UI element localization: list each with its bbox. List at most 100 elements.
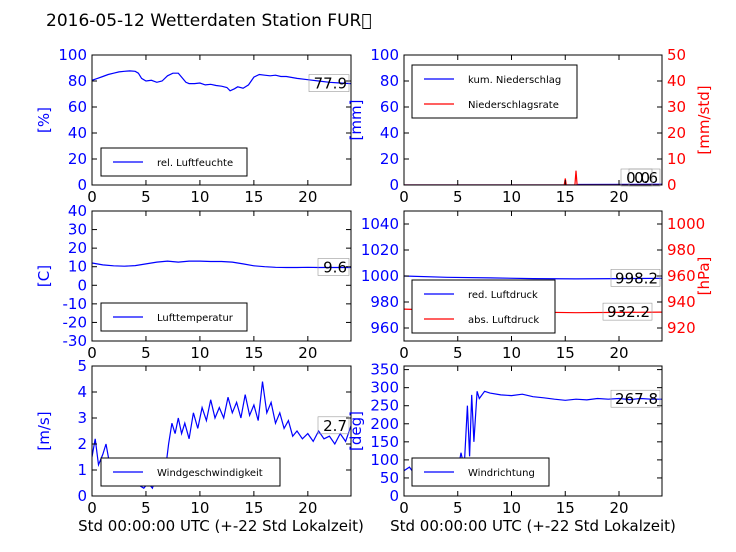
x-tick-label: 15	[244, 499, 263, 517]
x-tick-label: 5	[141, 188, 151, 206]
y-tick-label: 80	[380, 72, 399, 90]
x-tick-label: 0	[399, 344, 409, 362]
value-label-box	[602, 302, 653, 321]
last-value-label: 267.8	[615, 390, 658, 408]
y-tick-label: 1000	[361, 267, 399, 285]
x-tick-label: 15	[556, 188, 575, 206]
x-tick-label: 20	[609, 188, 628, 206]
x-tick-label: 0	[87, 188, 97, 206]
x-tick-label: 5	[141, 499, 151, 517]
legend-entry: abs. Luftdruck	[468, 315, 539, 326]
figure-title: 2016-05-12 Wetterdaten Station FUR 	[46, 11, 372, 31]
y-tick-label: 2	[77, 435, 87, 453]
plot-frame	[403, 54, 663, 186]
x-tick-label: 10	[502, 188, 521, 206]
x-tick-label: 5	[453, 344, 463, 362]
chart-panel-winddir: 0 5 10 15 20050100150200250300350[deg]267.8W…	[347, 361, 663, 517]
y-tick-label: 350	[370, 361, 399, 379]
y-axis-label: [mm]	[347, 100, 365, 141]
legend-entry: Niederschlagsrate	[468, 100, 559, 111]
y-tick-label: 0	[389, 487, 399, 505]
y-tick-label: 100	[58, 46, 87, 64]
legend-box	[411, 64, 578, 119]
x-tick-label: 10	[190, 188, 209, 206]
y2-axis-label: [mm/std]	[695, 85, 713, 154]
x-tick-label: 20	[298, 499, 317, 517]
chart-panel-humidity: 0 5 10 15 20 0 20 40 60 80 100 [%] 77.9 rel. Luftfeuc…	[35, 46, 352, 206]
plot-frame	[91, 210, 352, 342]
y-tick-label: 50	[380, 469, 399, 487]
x-tick-label: 20	[298, 344, 317, 362]
y2-tick-label: 30	[667, 98, 686, 116]
y-axis-label: [m/s]	[35, 411, 53, 450]
y-tick-label: 100	[370, 451, 399, 469]
y-tick-label: -10	[63, 295, 88, 313]
y2-tick-label: 10	[667, 150, 686, 168]
y2-tick-label: 0	[667, 176, 677, 194]
x-axis-label-left: Std 00:00:00 UTC (+-22 Std Lokalzeit)	[78, 517, 364, 535]
chart-panel-pressure: 0 5 10 15 20 960 980 1000 1020 1040 920 940 960 980 10…	[361, 210, 713, 362]
y-tick-label: 40	[68, 124, 87, 142]
y-tick-label: 60	[380, 98, 399, 116]
y-tick-label: 20	[380, 150, 399, 168]
x-tick-label: 20	[609, 344, 628, 362]
series-line	[404, 170, 662, 185]
y-tick-label: -30	[63, 332, 88, 350]
y-tick-label: -20	[63, 313, 88, 331]
x-tick-label: 15	[244, 188, 263, 206]
y2-tick-label: 1000	[667, 215, 705, 233]
legend: kum. Niederschlag Niederschlagsrate	[411, 64, 578, 119]
x-tick-label: 10	[190, 499, 209, 517]
value-label-box	[308, 74, 350, 92]
x-tick-label: 20	[609, 499, 628, 517]
last-value-label: 77.9	[314, 75, 347, 93]
legend: Windrichtung	[411, 457, 550, 487]
y-tick-label: 30	[68, 221, 87, 239]
plot-frame	[91, 54, 352, 186]
legend: rel. Luftfeuchte	[100, 147, 248, 177]
y-tick-label: 1	[77, 461, 87, 479]
legend-box	[411, 279, 556, 334]
y-tick-label: 3	[77, 409, 87, 427]
y-tick-label: 10	[68, 258, 87, 276]
last-value-label: 932.2	[607, 303, 650, 321]
x-tick-label: 10	[190, 344, 209, 362]
y-tick-label: 80	[68, 72, 87, 90]
x-tick-label: 15	[556, 344, 575, 362]
y2-tick-label: 40	[667, 72, 686, 90]
y-tick-label: 20	[68, 150, 87, 168]
y-tick-label: 150	[370, 433, 399, 451]
x-tick-label: 5	[453, 188, 463, 206]
legend-entry: Windrichtung	[468, 468, 535, 479]
y-tick-label: 5	[77, 357, 87, 375]
chart-panel-precip: 0 5 10 15 20 0 20 40 60 80 100 0 10 20 30 40 50 [mm] [mm/s…	[347, 46, 713, 206]
x-tick-label: 0	[399, 499, 409, 517]
legend: red. Luftdruck abs. Luftdruck	[411, 279, 556, 334]
plot-frame	[403, 365, 663, 497]
y-tick-label: 300	[370, 379, 399, 397]
y2-tick-label: 940	[667, 293, 696, 311]
x-tick-label: 5	[141, 344, 151, 362]
y-tick-label: 0	[77, 487, 87, 505]
value-label-box	[610, 269, 661, 287]
value-label-box	[620, 168, 653, 187]
y-tick-label: 0	[389, 176, 399, 194]
y-tick-label: 4	[77, 383, 87, 401]
y-axis-label: [deg]	[347, 411, 365, 451]
x-tick-label: 0	[399, 188, 409, 206]
y2-tick-label: 50	[667, 46, 686, 64]
series-line	[92, 70, 351, 92]
y-tick-label: 960	[370, 319, 399, 337]
value-label-box	[317, 258, 350, 276]
y-tick-label: 40	[380, 124, 399, 142]
x-tick-label: 15	[244, 344, 263, 362]
plot-frame	[91, 365, 352, 497]
y-tick-label: 250	[370, 397, 399, 415]
series-line	[92, 260, 351, 269]
y-axis-label: [%]	[35, 107, 53, 133]
last-value-label: 2.7	[323, 417, 347, 435]
y-tick-label: 0	[77, 176, 87, 194]
x-tick-label: 10	[502, 344, 521, 362]
last-value-label: 9.6	[323, 258, 347, 276]
